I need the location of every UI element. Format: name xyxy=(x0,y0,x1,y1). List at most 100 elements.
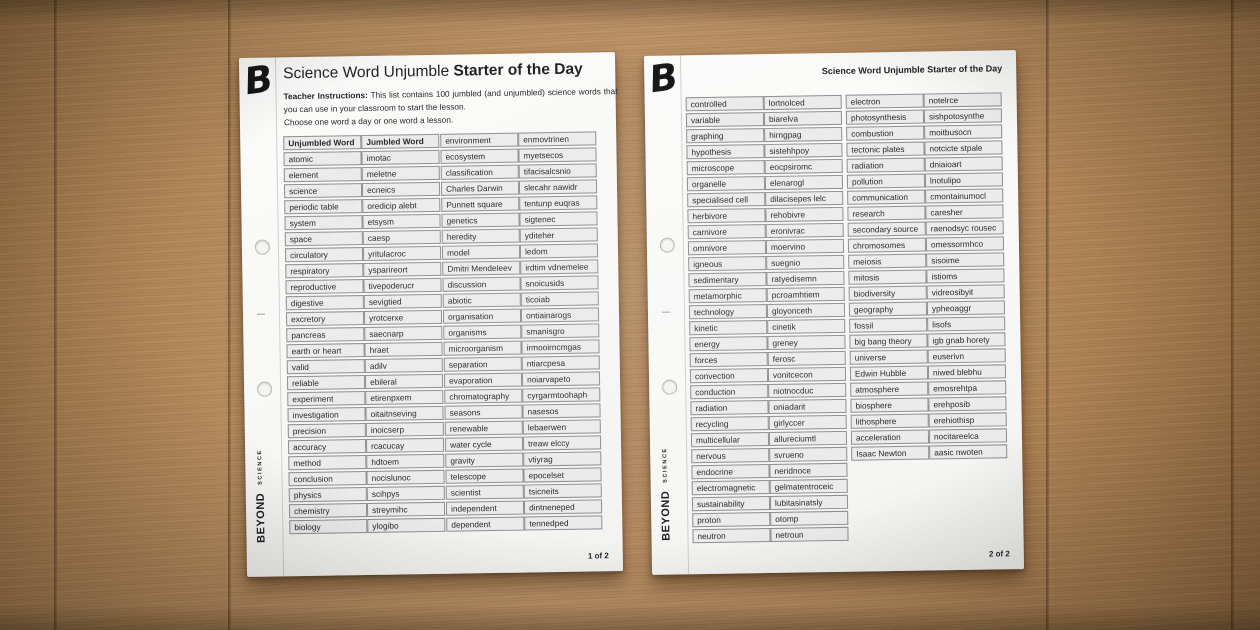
jumbled-word-cell: saecnarp xyxy=(364,325,443,342)
wood-plank-seam xyxy=(1046,0,1049,630)
unjumbled-word-cell: telescope xyxy=(445,468,524,484)
jumbled-word-cell: lisofs xyxy=(927,316,1006,332)
word-row: organisation ontiainarogs xyxy=(442,307,600,324)
word-row: secondary source raenodsyc rousec xyxy=(847,220,1004,237)
word-row: Punnett square tentunp euqras xyxy=(441,195,598,212)
jumbled-word-cell: nocitareelca xyxy=(928,428,1008,444)
unjumbled-word-cell: seasons xyxy=(444,404,523,420)
unjumbled-word-cell: excretory xyxy=(285,311,365,327)
jumbled-word-cell: ledom xyxy=(519,243,599,259)
word-row: big bang theory igb gnab horety xyxy=(849,332,1006,349)
word-table-right: electron notelrce photosynthesis sishpotosy… xyxy=(845,90,1008,462)
jumbled-word-cell: lebaerwen xyxy=(522,419,601,435)
word-row: hypothesis sistehhpoy xyxy=(686,142,843,160)
jumbled-word-cell: ntiarcpesa xyxy=(521,355,600,371)
unjumbled-word-cell: Isaac Newton xyxy=(851,445,930,461)
unjumbled-word-cell: organelle xyxy=(686,176,766,192)
jumbled-word-cell: istioms xyxy=(926,268,1005,284)
unjumbled-word-cell: gravity xyxy=(445,452,524,468)
unjumbled-word-cell: Edwin Hubble xyxy=(849,365,929,381)
jumbled-word-cell: igb gnab horety xyxy=(927,332,1006,348)
word-row: electron notelrce xyxy=(845,92,1002,109)
jumbled-word-cell: notcicte stpale xyxy=(924,140,1003,156)
word-row: atmosphere emosrehtpa xyxy=(850,380,1007,397)
jumbled-word-cell: moitbusocn xyxy=(924,124,1003,140)
unjumbled-word-cell: circulatory xyxy=(284,247,364,263)
word-row: space caesp xyxy=(284,229,441,247)
jumbled-word-cell: ontiainarogs xyxy=(520,307,600,323)
hole-punch-mark xyxy=(254,239,271,255)
jumbled-word-cell: lnotulipo xyxy=(924,172,1004,188)
jumbled-word-cell: tifacisalcsnio xyxy=(518,163,597,179)
word-row: recycling girlyccer xyxy=(690,414,847,432)
unjumbled-word-cell: element xyxy=(283,167,362,183)
word-row: system etsysm xyxy=(284,213,441,231)
unjumbled-word-cell: abiotic xyxy=(442,292,521,308)
word-row: Charles Darwin slecahr nawidr xyxy=(440,179,598,196)
unjumbled-word-cell: independent xyxy=(445,500,525,516)
unjumbled-word-cell: multicellular xyxy=(690,432,770,448)
unjumbled-word-cell: system xyxy=(284,215,363,231)
unjumbled-word-cell: combustion xyxy=(846,125,925,141)
unjumbled-word-cell: research xyxy=(847,205,926,221)
unjumbled-word-cell: pollution xyxy=(846,173,926,189)
jumbled-word-cell: hirngpag xyxy=(764,126,843,143)
brand-sub-label: SCIENCE xyxy=(662,447,669,484)
teacher-instructions-lead: Teacher Instructions: xyxy=(283,89,368,102)
jumbled-word-cell: etirenpxem xyxy=(365,389,444,406)
column-header: Jumbled Word xyxy=(361,133,440,150)
unjumbled-word-cell: science xyxy=(283,183,363,199)
unjumbled-word-cell: neutron xyxy=(692,528,771,544)
beyond-science-brand: BEYOND SCIENCE xyxy=(252,449,269,542)
unjumbled-word-cell: precision xyxy=(287,423,366,439)
jumbled-word-cell: emosrehtpa xyxy=(928,380,1007,396)
word-row: lithosphere erehiothisp xyxy=(850,412,1007,429)
jumbled-word-cell: inoicserp xyxy=(365,421,444,438)
page-number: 2 of 2 xyxy=(988,549,1010,559)
word-row: evaporation noiarvapeto xyxy=(443,371,601,388)
fold-dash-mark xyxy=(256,313,265,315)
word-row: scientist tsicneits xyxy=(445,483,602,500)
unjumbled-word-cell: Charles Darwin xyxy=(440,180,520,196)
jumbled-word-cell: ysparireort xyxy=(363,261,442,278)
unjumbled-word-cell: radiation xyxy=(690,400,769,416)
word-row: pollution lnotulipo xyxy=(846,172,1004,189)
unjumbled-word-cell: mitosis xyxy=(848,269,927,285)
jumbled-word-cell: irmooirncmgas xyxy=(521,339,600,355)
jumbled-word-cell: eocpsiromc xyxy=(764,158,843,175)
word-row: combustion moitbusocn xyxy=(846,124,1003,141)
unjumbled-word-cell: biosphere xyxy=(850,397,929,413)
unjumbled-word-cell: valid xyxy=(286,359,365,375)
jumbled-word-cell: scihpys xyxy=(366,485,445,502)
unjumbled-word-cell: respiratory xyxy=(285,263,364,279)
wood-plank-seam xyxy=(228,0,231,630)
wood-plank-seam xyxy=(1231,0,1234,630)
unjumbled-word-cell: water cycle xyxy=(444,436,524,452)
word-row: biosphere erehposib xyxy=(850,396,1007,413)
word-row: Isaac Newton aasic nwoten xyxy=(851,444,1008,461)
word-row: atomic imotac xyxy=(283,149,440,167)
unjumbled-word-cell: radiation xyxy=(846,157,925,173)
word-row: pancreas saecnarp xyxy=(286,325,443,343)
jumbled-word-cell: otomp xyxy=(770,510,849,527)
unjumbled-word-cell: atomic xyxy=(283,151,362,167)
jumbled-word-cell: oitaitnseving xyxy=(365,405,444,422)
word-row: nervous svrueno xyxy=(691,446,848,464)
unjumbled-word-cell: carnivore xyxy=(687,224,766,240)
word-row: heredity yditeher xyxy=(441,227,598,244)
jumbled-word-cell: vtiyrag xyxy=(523,451,602,467)
unjumbled-word-cell: classification xyxy=(440,164,519,180)
jumbled-word-cell: rcacucay xyxy=(365,437,445,454)
worksheet-page-1: B BEYOND SCIENCE Science Word Unjumble S… xyxy=(238,52,624,577)
page-margin-strip: B BEYOND SCIENCE xyxy=(643,54,690,575)
jumbled-word-cell: gelmatentroceic xyxy=(769,478,848,495)
unjumbled-word-cell: discussion xyxy=(442,276,521,292)
word-row: reproductive tivepoderucr xyxy=(285,277,442,295)
word-row: excretory yrotcerxe xyxy=(285,309,443,327)
jumbled-word-cell: ferosc xyxy=(767,350,846,367)
running-header-title: Science Word Unjumble Starter of the Day xyxy=(821,63,1003,77)
jumbled-word-cell: epocelset xyxy=(523,467,602,483)
word-row: method hdtoem xyxy=(288,453,445,471)
word-row: separation ntiarcpesa xyxy=(443,355,600,372)
word-row: omnivore moervino xyxy=(687,238,845,256)
